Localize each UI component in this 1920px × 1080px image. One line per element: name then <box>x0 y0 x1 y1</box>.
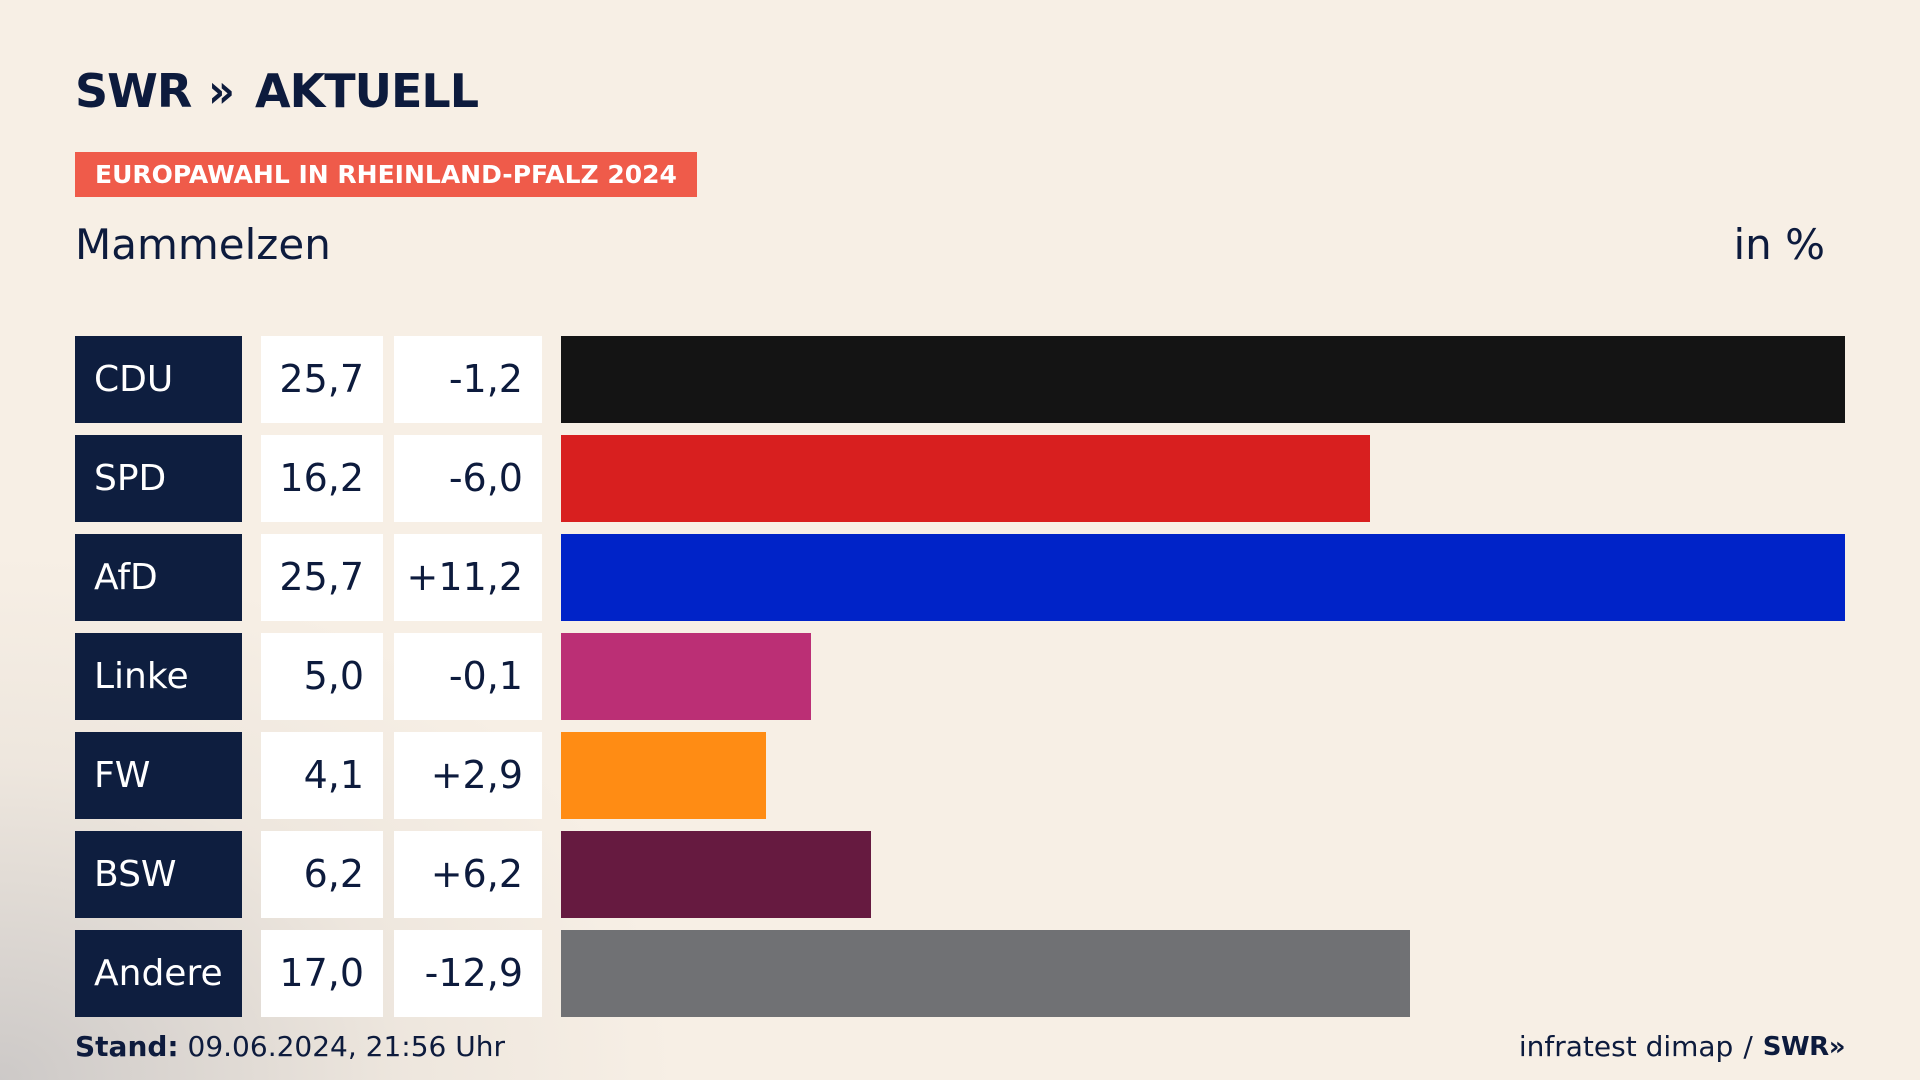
vote-share-change: -0,1 <box>394 633 542 720</box>
vote-share-value: 17,0 <box>261 930 383 1017</box>
result-bar <box>561 435 1370 522</box>
party-label: Andere <box>75 930 242 1017</box>
brand-chevrons: » <box>208 64 235 118</box>
stand-label: Stand: <box>75 1030 179 1063</box>
brand-name: SWR <box>75 64 192 118</box>
party-label: CDU <box>75 336 242 423</box>
vote-share-value: 5,0 <box>261 633 383 720</box>
source-name: infratest dimap <box>1518 1030 1734 1063</box>
result-bar <box>561 336 1845 423</box>
vote-share-value: 25,7 <box>261 336 383 423</box>
result-bar <box>561 732 766 819</box>
result-row: CDU 25,7 -1,2 <box>75 336 1845 423</box>
source-credit: infratest dimap / SWR» <box>1518 1030 1846 1063</box>
vote-share-change: -12,9 <box>394 930 542 1017</box>
timestamp: Stand: 09.06.2024, 21:56 Uhr <box>75 1030 505 1063</box>
vote-share-value: 16,2 <box>261 435 383 522</box>
party-label: BSW <box>75 831 242 918</box>
result-bar <box>561 633 811 720</box>
vote-share-value: 6,2 <box>261 831 383 918</box>
party-label: SPD <box>75 435 242 522</box>
source-separator: / <box>1743 1030 1753 1063</box>
vote-share-change: +6,2 <box>394 831 542 918</box>
brand-suffix: AKTUELL <box>255 64 479 118</box>
result-row: Andere 17,0 -12,9 <box>75 930 1845 1017</box>
vote-share-change: -1,2 <box>394 336 542 423</box>
result-row: AfD 25,7 +11,2 <box>75 534 1845 621</box>
party-label: FW <box>75 732 242 819</box>
place-title: Mammelzen <box>75 220 331 269</box>
party-label: Linke <box>75 633 242 720</box>
swr-small-logo: SWR» <box>1762 1031 1846 1062</box>
vote-share-change: -6,0 <box>394 435 542 522</box>
result-row: BSW 6,2 +6,2 <box>75 831 1845 918</box>
vote-share-value: 25,7 <box>261 534 383 621</box>
unit-label: in % <box>1733 220 1825 269</box>
result-bar <box>561 930 1410 1017</box>
election-kicker: EUROPAWAHL IN RHEINLAND-PFALZ 2024 <box>75 152 697 197</box>
result-bar <box>561 534 1845 621</box>
party-label: AfD <box>75 534 242 621</box>
result-row: FW 4,1 +2,9 <box>75 732 1845 819</box>
result-row: SPD 16,2 -6,0 <box>75 435 1845 522</box>
vote-share-change: +2,9 <box>394 732 542 819</box>
vote-share-value: 4,1 <box>261 732 383 819</box>
swr-aktuell-logo: SWR » AKTUELL <box>75 64 479 118</box>
stand-value: 09.06.2024, 21:56 Uhr <box>187 1030 505 1063</box>
result-row: Linke 5,0 -0,1 <box>75 633 1845 720</box>
vote-share-change: +11,2 <box>394 534 542 621</box>
result-bar <box>561 831 871 918</box>
